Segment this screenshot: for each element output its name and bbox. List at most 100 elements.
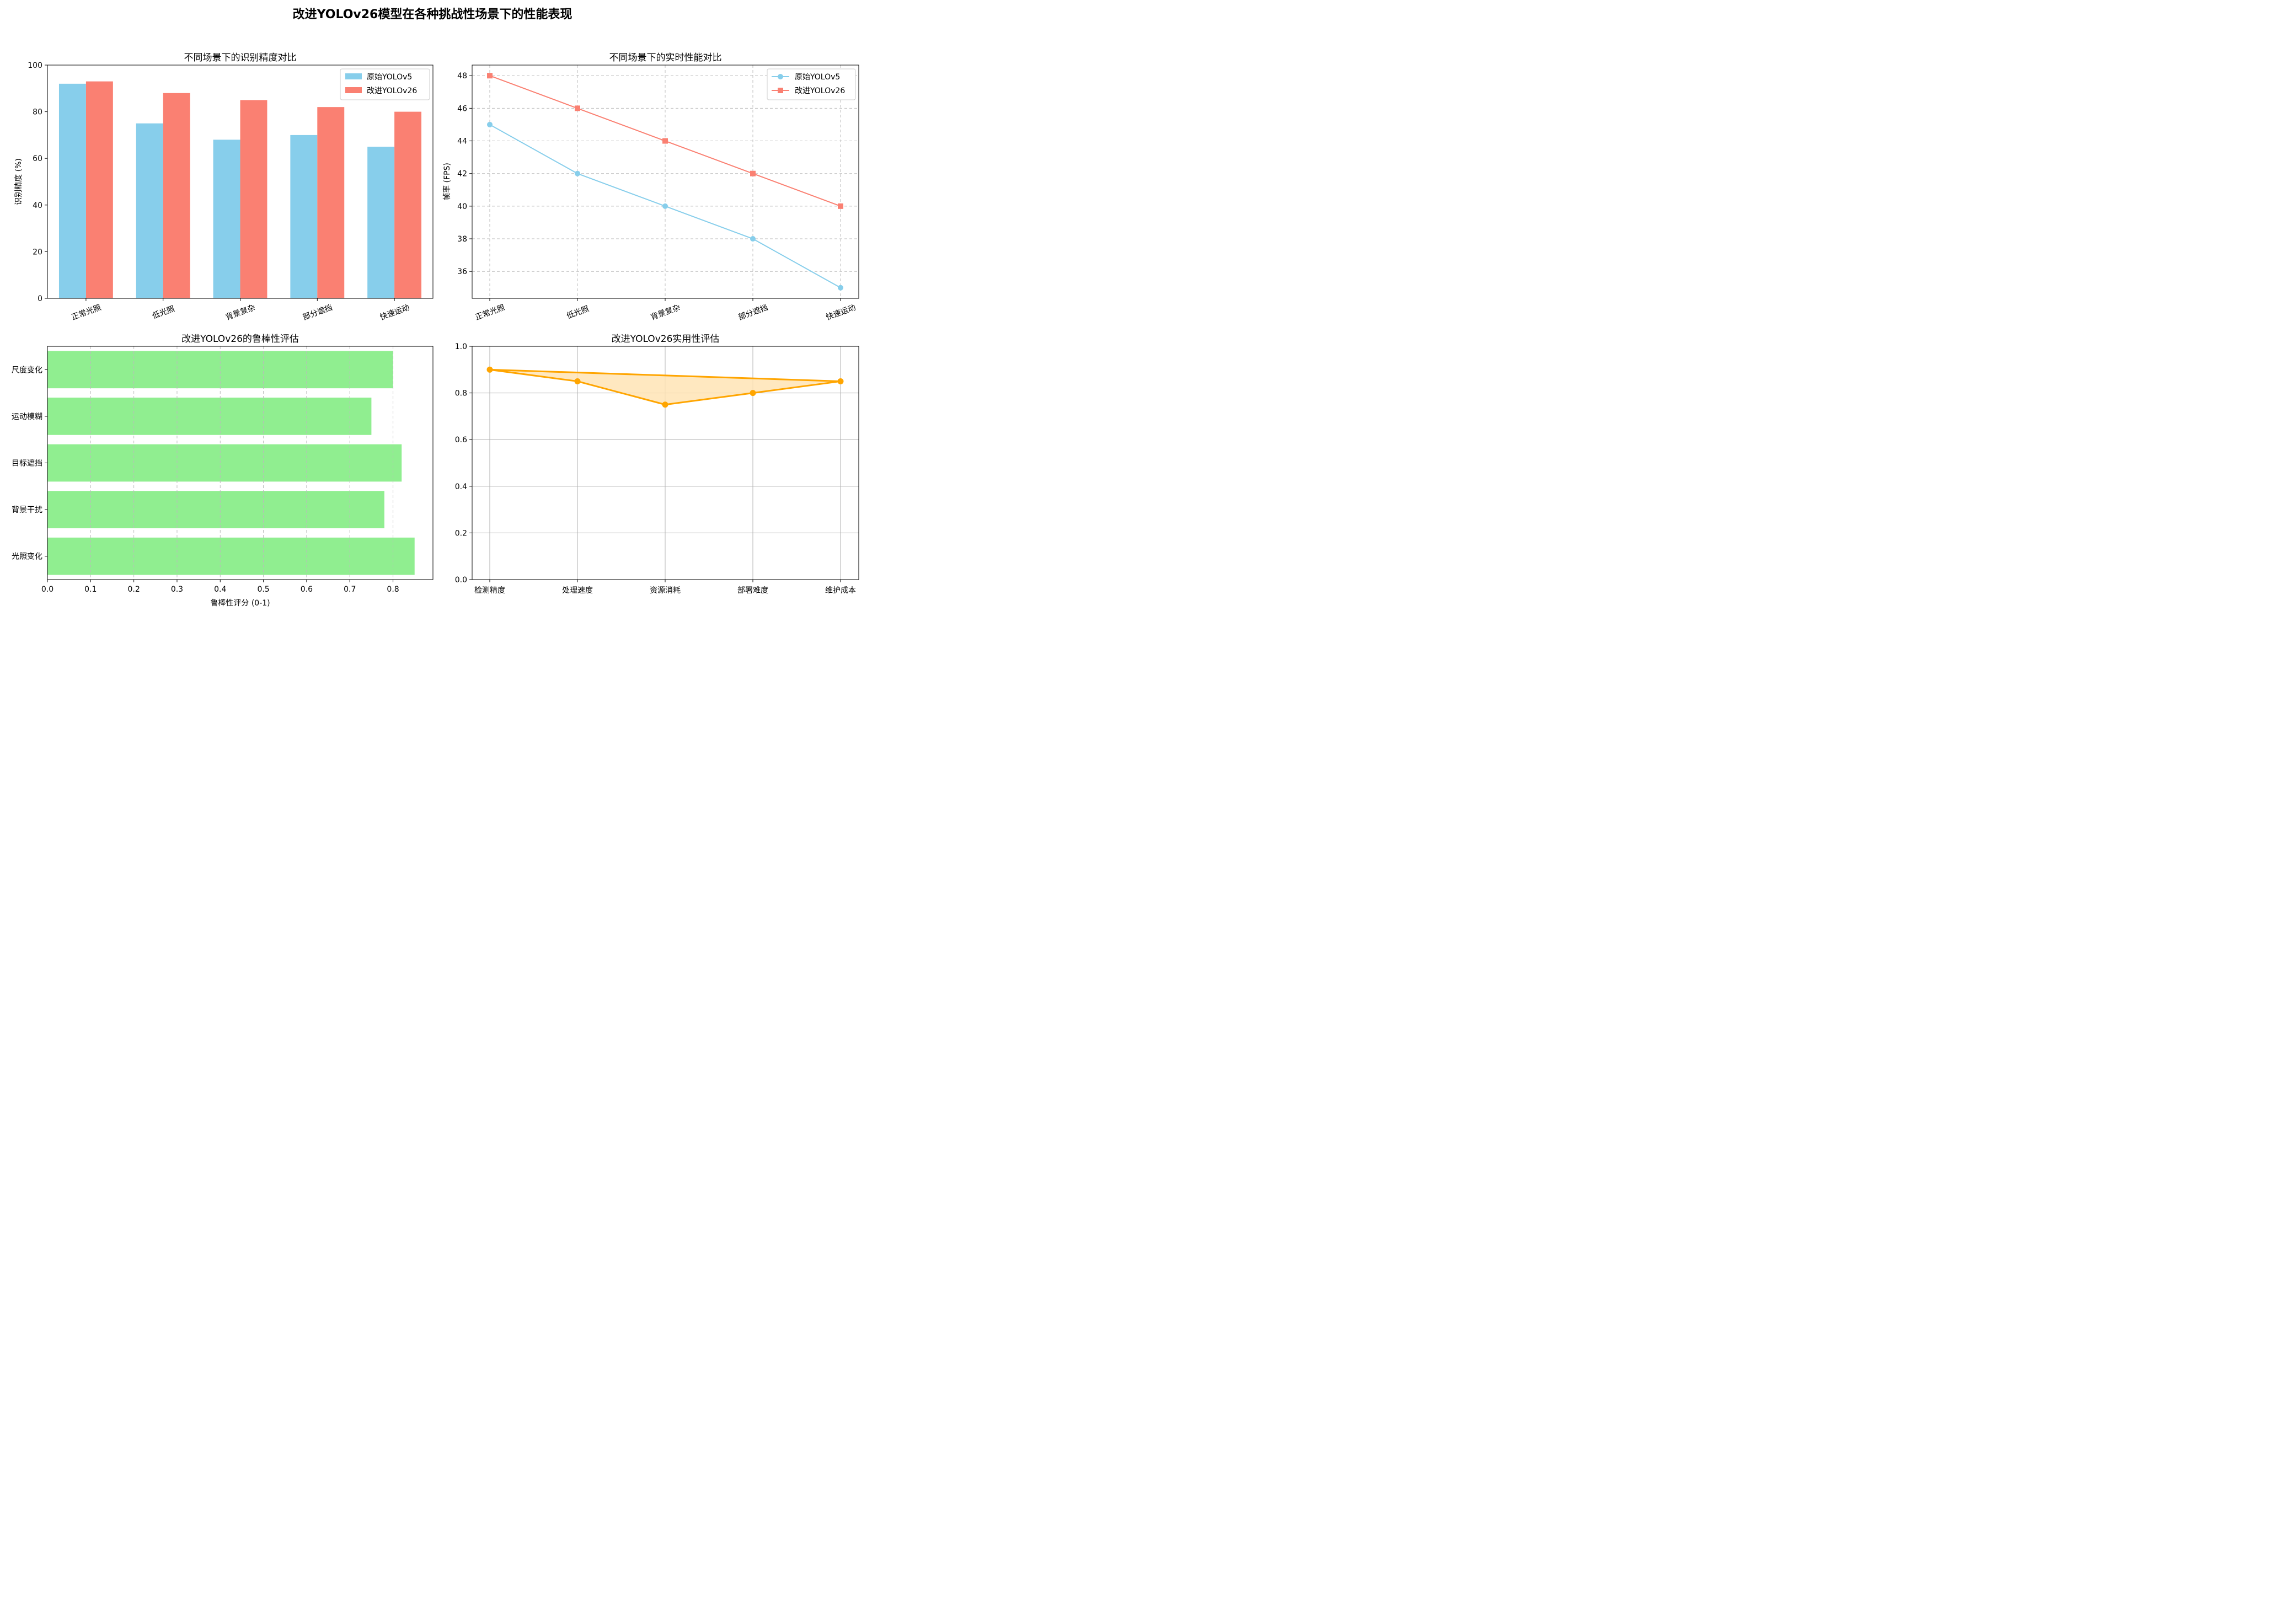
y-tick-label: 光照变化	[12, 553, 42, 561]
robust-bar-4	[47, 537, 415, 575]
chart-title: 改进YOLOv26的鲁棒性评估	[181, 334, 299, 345]
y-tick-label: 目标遮挡	[12, 459, 42, 468]
bar-original-0	[58, 83, 86, 298]
point-original-2	[662, 203, 668, 209]
y-tick-label: 42	[457, 170, 467, 179]
x-tick-label: 快速运动	[825, 303, 857, 322]
x-tick-label: 维护成本	[825, 586, 856, 595]
point-improved-3	[750, 170, 756, 176]
x-tick-label: 部分遮挡	[737, 303, 769, 322]
figure-title: 改进YOLOv26模型在各种挑战性场景下的性能表现	[292, 8, 572, 22]
bar-improved-0	[85, 81, 113, 299]
robustness-hbar-chart: 改进YOLOv26的鲁棒性评估 0.0 0.1 0.2 0.3 0.4 0.5 0.6 0.7 0…	[12, 334, 434, 608]
legend-label: 原始YOLOv5	[795, 73, 840, 82]
y-tick-label: 46	[457, 104, 467, 113]
y-tick-label: 60	[33, 154, 42, 163]
legend-swatch	[345, 87, 362, 93]
y-axis-label: 识别精度 (%)	[14, 158, 23, 205]
legend-label: 原始YOLOv5	[367, 73, 412, 82]
figure-canvas: 不同场景下的识别精度对比 0 20 40 60 80 100 正常光照 低光照 背景复杂 部分遮挡 快…	[12, 52, 859, 608]
x-tick-label: 背景复杂	[649, 303, 681, 322]
y-tick-label: 100	[28, 61, 42, 70]
y-tick-label: 36	[457, 267, 467, 276]
legend-box	[340, 68, 430, 100]
x-tick-label: 0.1	[84, 585, 97, 594]
bar-original-3	[290, 135, 318, 298]
chart-title: 不同场景下的识别精度对比	[184, 52, 297, 63]
bar-original-4	[367, 147, 395, 298]
y-tick-label: 44	[457, 137, 467, 146]
chart-title: 改进YOLOv26实用性评估	[612, 334, 720, 345]
point-original-4	[838, 285, 843, 291]
point-original-0	[487, 121, 493, 127]
y-tick-label: 背景干扰	[12, 506, 42, 514]
point-improved-4	[838, 203, 843, 209]
x-tick-label: 正常光照	[474, 303, 506, 322]
point-original-1	[575, 170, 580, 176]
y-tick-label: 0.2	[455, 529, 467, 538]
y-tick-label: 38	[457, 235, 467, 244]
practicality-area-chart: 改进YOLOv26实用性评估 0.0 0.2 0.4 0.6 0.8 1.0 检测精度 处理速度…	[455, 334, 859, 595]
axes-frame	[47, 346, 434, 580]
point-improved-1	[575, 105, 580, 111]
y-tick-label: 运动模糊	[12, 412, 42, 421]
x-tick-label: 0.2	[128, 585, 140, 594]
practicality-point-2	[662, 401, 668, 408]
axes-frame	[472, 65, 859, 299]
x-tick-label: 0.5	[257, 585, 269, 594]
point-improved-2	[662, 138, 668, 144]
legend-label: 改进YOLOv26	[367, 87, 417, 95]
x-tick-label: 部署难度	[737, 586, 768, 595]
y-tick-label: 尺度变化	[12, 366, 42, 374]
practicality-area	[489, 368, 842, 406]
y-axis-label: 帧率 (FPS)	[442, 163, 452, 201]
legend-label: 改进YOLOv26	[795, 87, 845, 95]
y-tick-label: 48	[457, 72, 467, 81]
y-tick-label: 0.6	[455, 436, 467, 444]
x-tick-label: 0.8	[387, 585, 399, 594]
point-original-3	[750, 236, 756, 242]
x-tick-label: 低光照	[151, 304, 176, 320]
practicality-point-1	[574, 378, 581, 384]
legend-marker	[778, 74, 783, 79]
x-tick-label: 正常光照	[71, 303, 103, 322]
bar-improved-1	[163, 93, 190, 298]
bar-original-1	[136, 123, 163, 298]
chart-title: 不同场景下的实时性能对比	[609, 52, 722, 63]
y-tick-label: 0.0	[455, 576, 467, 585]
x-tick-label: 低光照	[565, 304, 590, 320]
y-tick-label: 20	[33, 248, 42, 256]
practicality-point-0	[486, 366, 493, 373]
x-tick-label: 检测精度	[474, 586, 505, 595]
x-tick-label: 背景复杂	[224, 303, 256, 322]
x-axis-label: 鲁棒性评分 (0-1)	[210, 599, 270, 608]
robust-bar-2	[47, 444, 402, 482]
accuracy-bar-chart: 不同场景下的识别精度对比 0 20 40 60 80 100 正常光照 低光照 背景复杂 部分遮挡 快…	[14, 52, 434, 322]
y-tick-label: 0	[38, 294, 42, 303]
axes-frame	[47, 65, 434, 299]
x-tick-label: 0.3	[171, 585, 183, 594]
robust-bar-1	[47, 398, 372, 435]
x-tick-label: 0.7	[344, 585, 356, 594]
y-tick-label: 80	[33, 108, 42, 117]
point-improved-0	[487, 73, 493, 79]
x-tick-label: 0.6	[301, 585, 313, 594]
axes-frame	[472, 346, 859, 580]
y-tick-label: 40	[33, 201, 42, 210]
y-tick-label: 0.4	[455, 483, 467, 491]
bar-improved-2	[240, 100, 267, 298]
legend-swatch	[345, 73, 362, 79]
x-tick-label: 处理速度	[562, 586, 593, 595]
x-tick-label: 快速运动	[379, 303, 411, 322]
x-tick-label: 0.4	[214, 585, 226, 594]
y-tick-label: 40	[457, 202, 467, 211]
x-tick-label: 0.0	[41, 585, 53, 594]
practicality-point-4	[837, 378, 844, 384]
robust-bar-3	[47, 491, 384, 528]
y-tick-label: 1.0	[455, 342, 467, 351]
bar-improved-4	[394, 111, 422, 298]
bar-improved-3	[317, 107, 345, 298]
practicality-point-3	[750, 390, 756, 396]
legend-marker	[778, 88, 783, 93]
bar-original-2	[213, 140, 240, 299]
